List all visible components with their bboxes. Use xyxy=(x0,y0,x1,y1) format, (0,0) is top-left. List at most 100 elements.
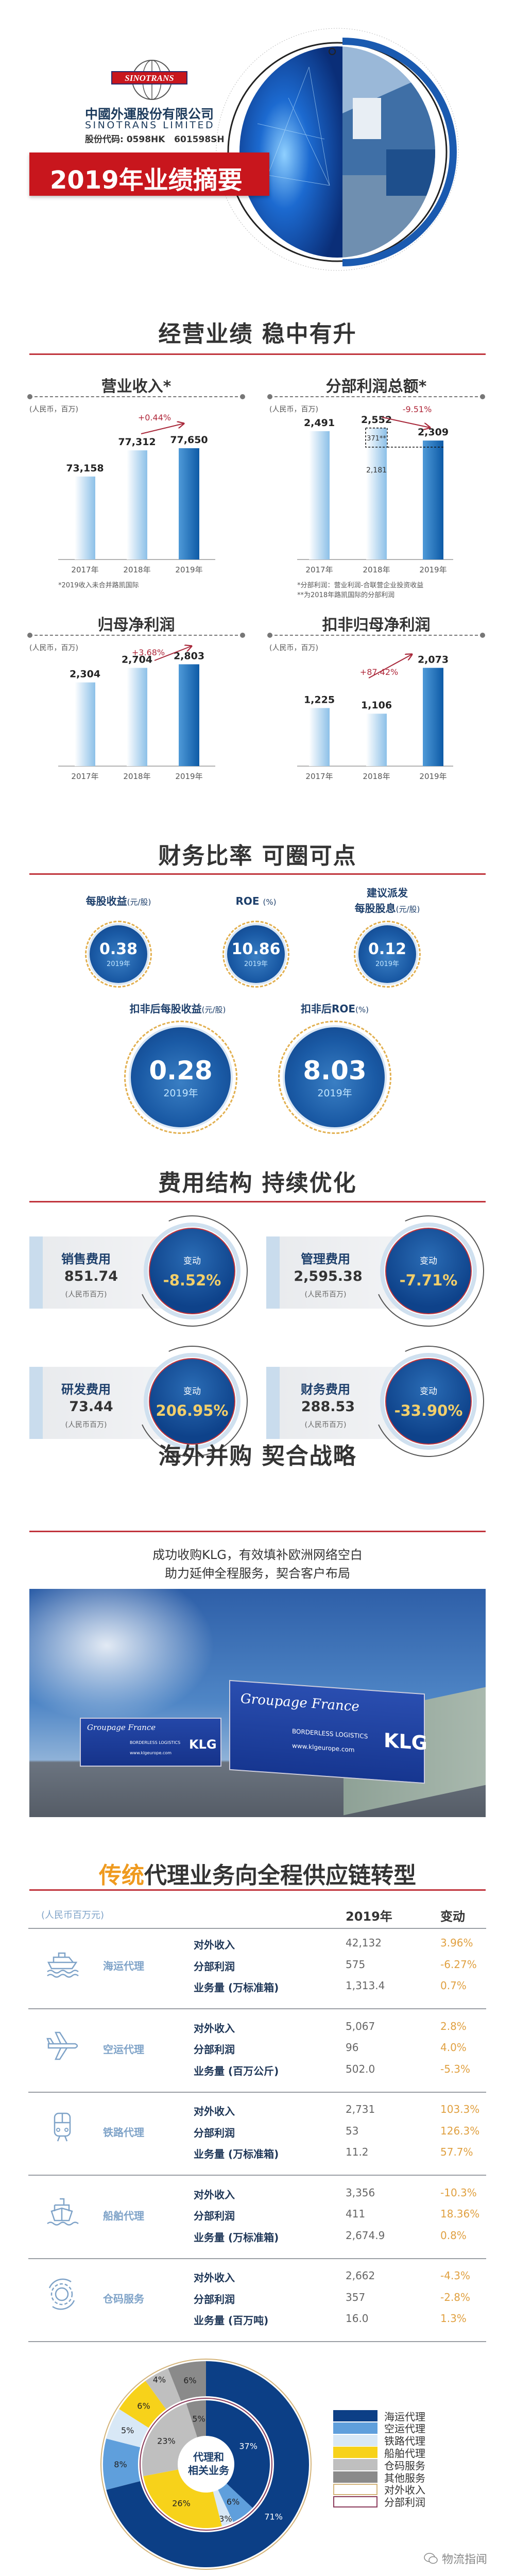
ratio-year: 2019年 xyxy=(375,960,400,968)
klg-logo: KLG xyxy=(384,1728,427,1755)
expense-change-circle: 变动 -7.71% xyxy=(357,1199,500,1343)
slice-label: 26% xyxy=(172,2499,191,2509)
expense-unit: (人民币百万) xyxy=(304,1421,347,1429)
trailer-large: Groupage France BORDERLESS LOGISTICS www… xyxy=(229,1680,427,1784)
trailer-script-text: Groupage France xyxy=(87,1723,156,1732)
bar-2019年 xyxy=(179,664,199,766)
expense-change-circle: 变动 -33.90% xyxy=(357,1330,500,1473)
overseas-text-line1: 成功收购KLG，有效填补欧洲网络空白 xyxy=(152,1548,363,1562)
bar-value-label: 2,803 xyxy=(174,650,204,662)
ratio-name: ROE xyxy=(235,895,260,907)
segment-label: 仓码服务 xyxy=(103,2293,144,2305)
ratio-name: 建议派发 xyxy=(367,887,408,899)
change-label: +87.42% xyxy=(360,667,398,677)
footnote: **为2018年路凯国际的分部利润 xyxy=(297,591,395,599)
metric-value: 2,731 xyxy=(346,2103,375,2115)
metric-value: 53 xyxy=(346,2124,359,2137)
legend-item: 分部利润 xyxy=(333,2496,425,2509)
change-arrow xyxy=(154,646,192,661)
legend-label: 铁路代理 xyxy=(384,2435,425,2448)
metric-value: 357 xyxy=(346,2291,366,2303)
change-label: -9.51% xyxy=(403,404,432,414)
metric-change: -4.3% xyxy=(440,2269,471,2282)
bar-value-label: 2,704 xyxy=(122,654,152,665)
expense-change-circle: 变动 206.95% xyxy=(121,1330,264,1473)
bar-2017年 xyxy=(309,431,330,560)
divider xyxy=(29,873,486,875)
legend-item: 空运代理 xyxy=(333,2422,425,2435)
x-tick-label: 2017年 xyxy=(305,772,333,781)
breakdown-extra-label: 371** xyxy=(367,435,386,443)
change-label: 变动 xyxy=(420,1256,437,1266)
chart-title-segment-profit: 分部利润总额* xyxy=(325,378,427,396)
col-header-change: 变动 xyxy=(440,1909,465,1924)
logo-text: SINOTRANS xyxy=(125,73,174,83)
bar-value-label: 2,552 xyxy=(361,414,392,426)
metric: 业务量 (万标准箱) xyxy=(194,2148,279,2160)
bar-2019年 xyxy=(423,440,443,560)
divider xyxy=(29,1889,486,1891)
segments-title-rest: 代理业务向全程供应链转型 xyxy=(144,1862,416,1889)
metric-change: 0.7% xyxy=(440,1979,467,1992)
legend-swatch xyxy=(333,2459,377,2471)
x-tick-label: 2018年 xyxy=(123,772,150,781)
legend-label: 空运代理 xyxy=(384,2422,425,2435)
legend-swatch xyxy=(333,2410,377,2421)
wechat-icon xyxy=(424,2553,438,2564)
metric: 分部利润 xyxy=(194,2210,235,2222)
bar-2017年 xyxy=(309,708,330,766)
donut-center-label: 代理和 相关业务 xyxy=(178,2450,239,2477)
bar-2018年 xyxy=(366,714,387,766)
slice-对外收入-空运代理 xyxy=(103,2438,141,2490)
performance-title: 经营业绩 稳中有升 xyxy=(158,321,357,347)
ratio-value: 0.38 xyxy=(99,940,138,958)
metric-change: 3.96% xyxy=(440,1937,473,1949)
slice-分部利润-铁路代理 xyxy=(213,2489,233,2527)
metric-change: 126.3% xyxy=(440,2124,480,2137)
metric: 对外收入 xyxy=(194,2272,235,2284)
x-tick-label: 2019年 xyxy=(175,772,202,781)
ratio-unit: (%) xyxy=(355,1005,369,1014)
x-tick-label: 2017年 xyxy=(71,772,98,781)
slice-分部利润-其他服务 xyxy=(186,2400,206,2437)
trailer-script-text: Groupage France xyxy=(241,1691,359,1715)
bar-value-label: 77,312 xyxy=(118,436,156,448)
segment-label: 海运代理 xyxy=(103,1960,144,1972)
trailer-small: Groupage France BORDERLESS LOGISTICS www… xyxy=(80,1718,221,1767)
change-value: -8.52% xyxy=(163,1271,221,1289)
dotted-divider xyxy=(27,394,245,399)
expense-value: 851.74 xyxy=(64,1268,118,1284)
segment-label: 空运代理 xyxy=(103,2043,144,2056)
x-tick-label: 2018年 xyxy=(363,772,390,781)
table-divider xyxy=(28,2341,486,2342)
chart-title-adjusted-net-profit: 扣非归母净利润 xyxy=(322,616,431,634)
divider xyxy=(29,1201,486,1202)
slice-分部利润-海运代理 xyxy=(206,2400,270,2508)
ratio-label-dividend: 建议派发 每股股息(元/股) xyxy=(330,885,445,917)
legend-item: 仓码服务 xyxy=(333,2459,425,2472)
dotted-divider xyxy=(267,394,485,399)
metric: 分部利润 xyxy=(194,2043,235,2056)
legend-item: 船舶代理 xyxy=(333,2447,425,2460)
expense-unit: (人民币百万) xyxy=(65,1421,107,1429)
legend-item: 海运代理 xyxy=(333,2410,425,2423)
segments-unit: (人民币百万元) xyxy=(41,1910,105,1921)
bar-value-label: 2,309 xyxy=(418,427,449,438)
metric: 业务量 (万标准箱) xyxy=(194,1981,279,1994)
change-value: -7.71% xyxy=(399,1271,458,1289)
metric-change: -2.8% xyxy=(440,2291,471,2303)
bar-2019年 xyxy=(423,668,443,766)
ratio-value: 10.86 xyxy=(231,940,281,958)
legend-label: 仓码服务 xyxy=(384,2459,425,2472)
table-divider xyxy=(28,2175,486,2176)
bar-2017年 xyxy=(75,476,95,560)
slice-label: 71% xyxy=(264,2512,283,2522)
legend-item: 对外收入 xyxy=(333,2483,425,2496)
expense-value: 2,595.38 xyxy=(294,1268,363,1284)
expense-name: 销售费用 xyxy=(61,1252,111,1266)
legend-label: 船舶代理 xyxy=(384,2447,425,2460)
table-divider xyxy=(28,2258,486,2259)
metric-change: 1.3% xyxy=(440,2312,467,2325)
airplane-icon xyxy=(45,2028,79,2062)
ratio-year: 2019年 xyxy=(244,960,268,968)
